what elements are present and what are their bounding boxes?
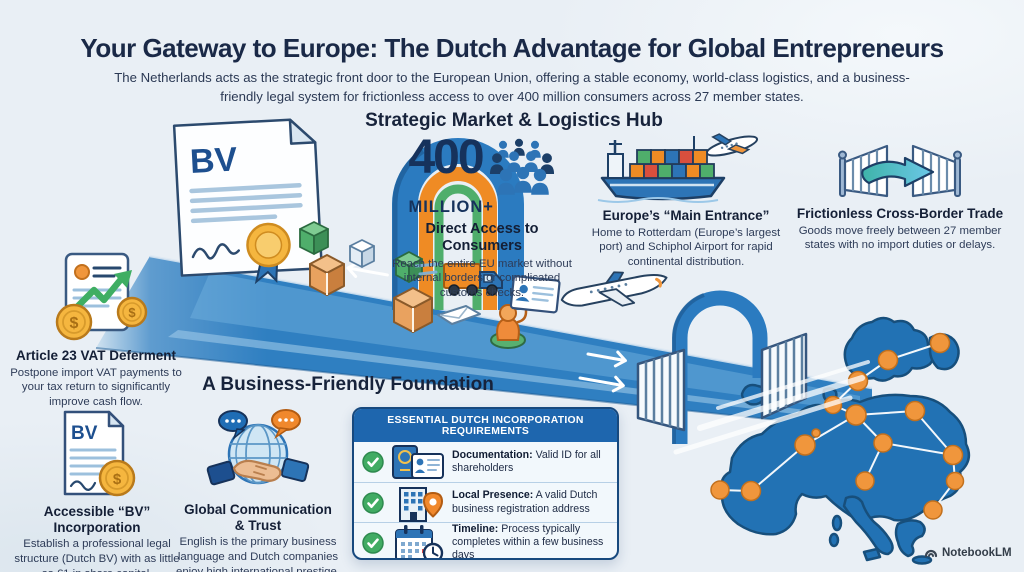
card-vat-deferment: $ $ Article 23 VAT Deferment Postpone im… (8, 250, 184, 409)
section-heading-foundation: A Business-Friendly Foundation (202, 374, 494, 395)
card-title: Europe’s “Main Entrance” (602, 208, 770, 223)
europe-map-network (710, 316, 971, 565)
card-body: Home to Rotterdam (Europe’s largest port… (591, 226, 781, 268)
card-body: Reach the entire EU market without inter… (392, 257, 572, 299)
card-bv-incorporation: BV $ Accessible “BV” Incorporation Estab… (13, 408, 181, 572)
page-title: Your Gateway to Europe: The Dutch Advant… (80, 33, 944, 64)
requirement-lead: Local Presence: (452, 489, 534, 502)
certificate-label: BV (189, 141, 238, 181)
check-icon (362, 491, 384, 514)
shipping-box-icon (299, 221, 433, 333)
cargo-ship-airplane-icon (597, 133, 759, 203)
card-body: Postpone import VAT payments to your tax… (10, 366, 182, 408)
card-title-line1: Accessible “BV” (43, 504, 151, 519)
calendar-clock-icon (395, 524, 444, 558)
bv-doc-label: BV (71, 423, 98, 444)
airplane-icon (560, 271, 668, 307)
card-body: Establish a professional legal structure… (14, 538, 180, 572)
card-title-line2: & Trust (234, 517, 282, 533)
card-body: Goods move freely between 27 member stat… (798, 224, 1002, 252)
courier-figure-icon (490, 304, 528, 349)
notebooklm-logo-icon (924, 549, 938, 558)
open-gates-arrow-icon (838, 144, 962, 198)
section-heading-logistics: Strategic Market & Logistics Hub (365, 110, 663, 131)
card-title-line1: Global Communication (184, 502, 332, 517)
check-icon (362, 531, 384, 554)
card-main-entrance: Europe’s “Main Entrance” Home to Rotterd… (585, 130, 787, 269)
card-cross-border-trade: Frictionless Cross-Border Trade Goods mo… (793, 136, 1007, 253)
passport-id-icon (392, 445, 444, 479)
card-global-communication: Global Communication & Trust English is … (170, 408, 346, 572)
watermark: NotebookLM (924, 546, 1012, 560)
requirement-row-timeline: Timeline: Process typically completes wi… (354, 522, 617, 560)
requirement-text: A valid Dutch business registration addr… (452, 489, 598, 515)
globe-handshake-icon (206, 409, 310, 486)
check-icon (362, 451, 384, 473)
bv-certificate-icon: BV (172, 118, 324, 285)
requirement-text: Process typically completes within a few… (452, 522, 604, 560)
document-coins-growth-icon: $ $ (55, 252, 148, 341)
id-card-icon (509, 275, 561, 314)
requirement-row-local-presence: Local Presence: A valid Dutch business r… (354, 482, 617, 522)
svg-text:$: $ (128, 305, 136, 320)
requirement-lead: Timeline: (452, 522, 499, 535)
watermark-label: NotebookLM (942, 547, 1012, 559)
card-direct-access-consumers: 400 MILLION+ Direct Access to Consumers (388, 131, 576, 300)
requirement-lead: Documentation: (452, 448, 533, 461)
card-title: Frictionless Cross-Border Trade (796, 206, 1004, 221)
open-border-gate-icon (636, 290, 808, 444)
requirements-header: ESSENTIAL DUTCH INCORPORATION REQUIREMEN… (354, 409, 617, 442)
card-title: Direct Access to Consumers (425, 221, 539, 254)
page-subtitle: The Netherlands acts as the strategic fr… (114, 70, 910, 104)
building-location-pin-icon (399, 486, 443, 522)
delivery-truck-icon (414, 262, 503, 296)
people-crowd-icon (489, 138, 554, 195)
svg-text:$: $ (113, 471, 122, 488)
requirements-panel: ESSENTIAL DUTCH INCORPORATION REQUIREMEN… (352, 407, 619, 560)
card-body: English is the primary business language… (175, 536, 340, 572)
card-title-line2: Incorporation (53, 519, 141, 535)
card-title: Article 23 VAT Deferment (15, 348, 177, 363)
envelope-icon (437, 305, 481, 325)
requirement-row-documentation: Documentation: Valid ID for all sharehol… (354, 442, 617, 482)
bv-document-coin-icon: BV $ (63, 410, 136, 497)
requirement-text: Valid ID for all shareholders (452, 448, 601, 474)
stat-suffix: MILLION+ (408, 198, 494, 216)
svg-text:$: $ (70, 315, 79, 332)
stat-number: 400 (408, 131, 484, 184)
